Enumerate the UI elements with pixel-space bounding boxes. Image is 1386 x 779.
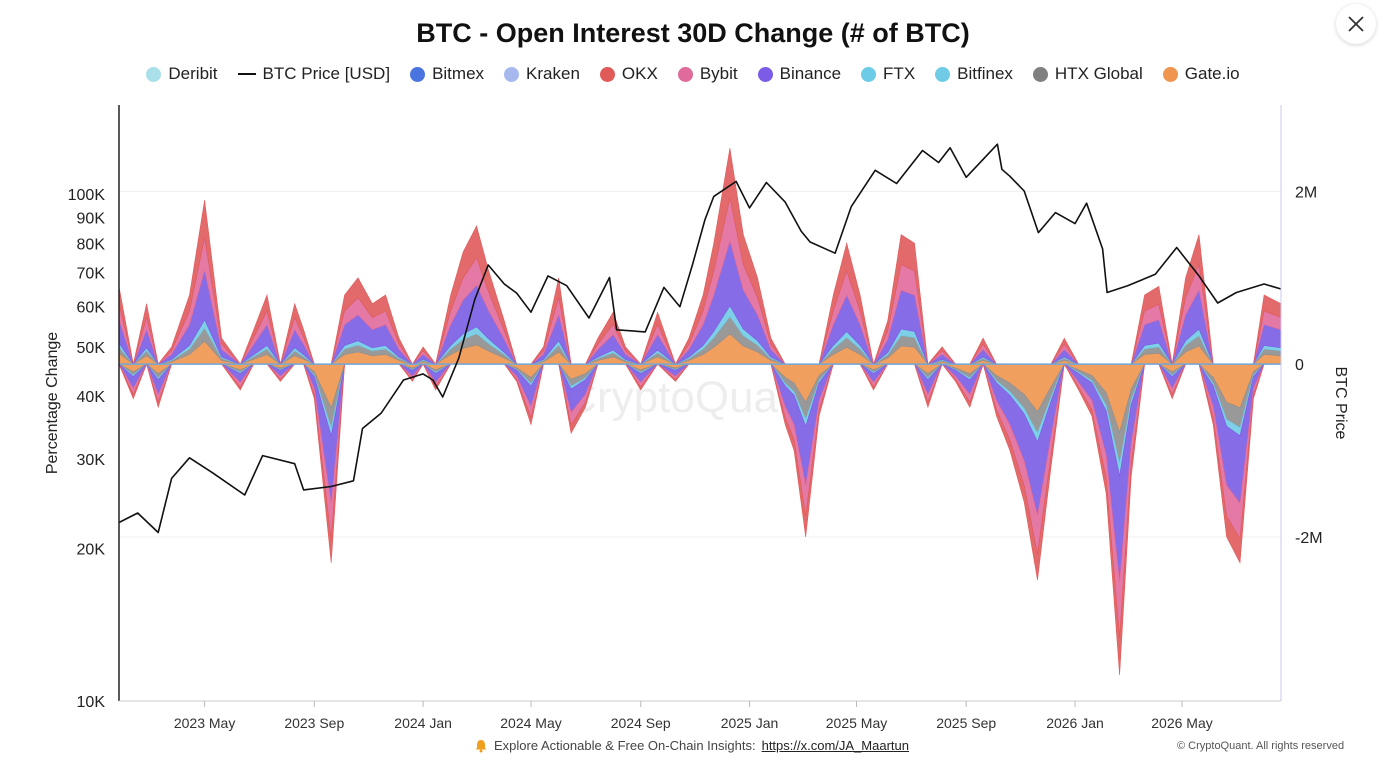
x-tick-label: 2023 May (174, 715, 235, 731)
left-tick-label: 50K (77, 340, 106, 357)
legend-item-bitfinex[interactable]: Bitfinex (935, 64, 1013, 84)
left-tick-label: 30K (77, 452, 106, 469)
legend-swatch (237, 73, 256, 75)
x-tick-label: 2026 Jan (1046, 715, 1104, 731)
left-tick-label: 20K (77, 541, 106, 558)
legend-label: FTX (883, 64, 916, 83)
btc-price-line (118, 143, 1282, 534)
right-axis-ticks: -2M 0 2M (1295, 184, 1323, 547)
legend-item-gate-io[interactable]: Gate.io (1162, 64, 1240, 84)
x-tick-label: 2024 Jan (394, 715, 452, 731)
legend-label: Deribit (168, 64, 218, 83)
chart-title: BTC - Open Interest 30D Change (# of BTC… (416, 18, 970, 48)
x-tick-label: 2025 Jan (721, 715, 779, 731)
legend-label: Bitfinex (957, 64, 1013, 83)
left-tick-label: 70K (77, 266, 106, 283)
chart-legend: Deribit BTC Price [USD] Bitmex Kraken OKX Byb… (0, 62, 1386, 86)
legend-item-kraken[interactable]: Kraken (504, 64, 580, 84)
left-axis-ticks: 10K 20K 30K 40K 50K 60K 70K 80K 90K 100K (68, 187, 106, 711)
legend-swatch (599, 66, 615, 82)
price-line-group (118, 143, 1282, 534)
legend-item-deribit[interactable]: Deribit (146, 64, 218, 84)
legend-swatch (935, 66, 951, 82)
legend-item-binance[interactable]: Binance (757, 64, 842, 84)
legend-label: Gate.io (1184, 64, 1240, 83)
copyright: © CryptoQuant. All rights reserved (1177, 740, 1345, 752)
legend-label: Bitmex (432, 64, 485, 83)
watermark: CryptoQuant (565, 373, 814, 422)
legend-item-btc-price-usd[interactable]: BTC Price [USD] (237, 64, 391, 84)
legend-swatch (410, 66, 426, 82)
x-tick-label: 2023 Sep (284, 715, 344, 731)
left-tick-label: 10K (77, 694, 106, 711)
legend-item-bitmex[interactable]: Bitmex (410, 64, 484, 84)
footer-link[interactable]: https://x.com/JA_Maartun (761, 738, 909, 753)
left-tick-label: 90K (77, 210, 106, 227)
axes (118, 105, 1282, 702)
legend-swatch (1162, 66, 1178, 82)
legend-item-okx[interactable]: OKX (599, 64, 658, 84)
bell-icon (475, 739, 487, 752)
x-tick-label: 2026 May (1151, 715, 1212, 731)
legend-label: BTC Price [USD] (262, 64, 391, 83)
legend-swatch (1032, 66, 1048, 82)
right-tick-label: 0 (1295, 357, 1304, 374)
oi-area-layer-neg-5 (118, 362, 1281, 676)
footer-text: Explore Actionable & Free On-Chain Insig… (494, 738, 756, 753)
left-tick-label: 40K (77, 389, 106, 406)
x-tick-label: 2024 May (500, 715, 561, 731)
legend-swatch (861, 66, 877, 82)
x-tick-label: 2025 Sep (936, 715, 996, 731)
right-axis-label: BTC Price (1332, 367, 1349, 440)
close-button[interactable] (1336, 4, 1376, 44)
x-tick-label: 2024 Sep (611, 715, 671, 731)
close-icon (1348, 16, 1364, 32)
legend-label: Bybit (699, 64, 738, 83)
left-tick-label: 80K (77, 236, 106, 253)
legend-item-htx-global[interactable]: HTX Global (1032, 64, 1143, 84)
legend-item-bybit[interactable]: Bybit (677, 64, 738, 84)
legend-label: Kraken (526, 64, 580, 83)
right-tick-label: -2M (1295, 530, 1323, 547)
left-tick-label: 100K (68, 187, 106, 204)
legend-swatch (757, 66, 773, 82)
legend-label: HTX Global (1054, 64, 1143, 83)
right-tick-label: 2M (1295, 184, 1317, 201)
legend-item-ftx[interactable]: FTX (861, 64, 915, 84)
left-tick-label: 60K (77, 300, 106, 317)
legend-label: Binance (779, 64, 842, 83)
x-axis-ticks: 2023 May 2023 Sep 2024 Jan 2024 May 2024 Sep… (174, 701, 1213, 731)
legend-swatch (504, 66, 520, 82)
legend-label: OKX (621, 64, 658, 83)
legend-swatch (677, 66, 693, 82)
footer: Explore Actionable & Free On-Chain Insig… (474, 738, 909, 753)
oi-area-layer-pos-3 (118, 239, 1282, 366)
x-tick-label: 2025 May (826, 715, 887, 731)
legend-swatch (146, 66, 162, 82)
left-axis-label: Percentage Change (44, 332, 61, 474)
